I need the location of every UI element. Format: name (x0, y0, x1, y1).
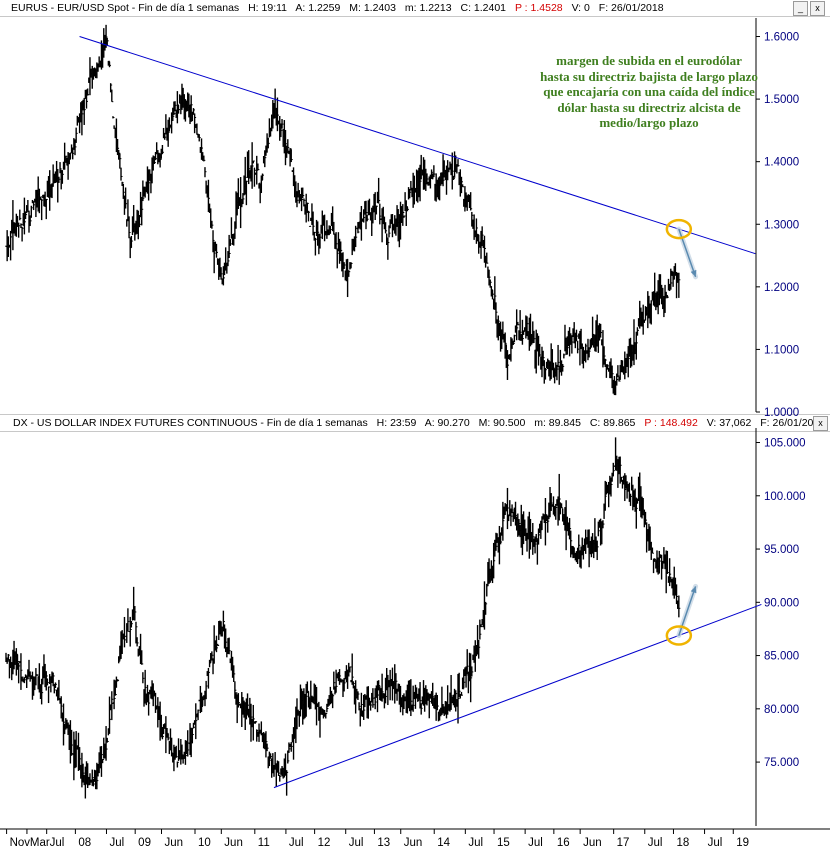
x-tick-label: 10 (198, 837, 211, 849)
dx-y-tick-label: 95.000 (764, 544, 799, 556)
dx-y-tick-label: 85.000 (764, 651, 799, 663)
dx-y-tick-label: 75.000 (764, 757, 799, 769)
bottom-c: C: 89.865 (589, 417, 636, 429)
x-tick-label: Jul (109, 837, 124, 849)
top-minimize-button[interactable]: _ (793, 1, 808, 16)
x-tick-label: 18 (676, 837, 689, 849)
eurusd-y-tick-label: 1.3000 (764, 219, 799, 231)
x-tick-label: 19 (736, 837, 749, 849)
x-tick-label: 17 (617, 837, 630, 849)
bottom-p: P : 148.492 (644, 417, 698, 429)
top-panel-header: EURUS - EUR/USD Spot - Fin de día 1 sema… (0, 0, 830, 17)
x-tick-label: 16 (557, 837, 570, 849)
x-tick-label: Jul (528, 837, 543, 849)
x-tick-label: 12 (318, 837, 331, 849)
eurusd-trendline (79, 36, 756, 255)
x-tick-label: 09 (138, 837, 151, 849)
dx-y-tick-label: 80.000 (764, 704, 799, 716)
x-tick-label: Jun (583, 837, 602, 849)
x-tick-label: 11 (258, 837, 270, 849)
x-tick-label: Jul (648, 837, 663, 849)
x-tick-label: Jul (349, 837, 364, 849)
bottom-close-button[interactable]: x (813, 416, 828, 431)
x-tick-label: Mar (30, 837, 50, 849)
eurusd-y-tick-label: 1.5000 (764, 94, 799, 106)
dx-projection-arrowhead (690, 586, 697, 594)
x-tick-label: 15 (497, 837, 510, 849)
eurusd-y-tick-label: 1.0000 (764, 407, 799, 419)
top-mn: m: 1.2213 (404, 2, 452, 14)
x-tick-label: 08 (78, 837, 91, 849)
eurusd-y-tick-label: 1.4000 (764, 157, 799, 169)
top-a: A: 1.2259 (295, 2, 341, 14)
dx-highlight-circle (665, 625, 693, 646)
x-tick-label: Jul (708, 837, 723, 849)
top-c: C: 1.2401 (460, 2, 507, 14)
x-tick-label: Jun (165, 837, 184, 849)
eurusd-y-tick-label: 1.1000 (764, 344, 799, 356)
top-v: V: 0 (571, 2, 590, 14)
top-h: H: 19:11 (248, 2, 288, 14)
x-tick-label: Jun (224, 837, 243, 849)
x-tick-label: Jul (50, 837, 65, 849)
bottom-h: H: 23:59 (376, 417, 417, 429)
bottom-f: F: 26/01/20 (760, 417, 814, 429)
eurusd-y-tick-label: 1.2000 (764, 282, 799, 294)
x-tick-label: 14 (437, 837, 450, 849)
dx-y-tick-label: 105.000 (764, 438, 806, 450)
bottom-v: V: 37,062 (706, 417, 752, 429)
dollar-index-chart: 105.000 100.000 95.000 90.000 85.000 80.000 75… (5, 428, 806, 826)
x-axis-background (0, 829, 830, 849)
dx-trendline (273, 603, 762, 789)
dx-y-tick-label: 100.000 (764, 491, 806, 503)
eurusd-y-tick-label: 1.6000 (764, 32, 799, 44)
eurusd-projection-arrowhead (690, 269, 697, 277)
bottom-m: M: 90.500 (478, 417, 526, 429)
x-tick-label: Jun (404, 837, 423, 849)
eurusd-highlight-circle (665, 218, 693, 240)
bottom-mn: m: 89.845 (534, 417, 581, 429)
top-f: F: 26/01/2018 (598, 2, 664, 14)
x-tick-label: 13 (377, 837, 390, 849)
top-m: M: 1.2403 (349, 2, 396, 14)
top-close-button[interactable]: x (810, 1, 825, 16)
top-p: P : 1.4528 (514, 2, 563, 14)
top-title: EURUS - EUR/USD Spot - Fin de día 1 sema… (11, 2, 240, 14)
x-tick-label: Jul (289, 837, 304, 849)
x-axis: Nov Mar Jul 08 Jul 09 Jun 10 Jun 11 Jul 12 Jul 13 Jun 1… (0, 828, 830, 849)
eurusd-chart: 1.6000 1.5000 1.4000 1.3000 1.2000 1.1000 1.00… (5, 18, 799, 419)
dx-y-tick-label: 90.000 (764, 597, 799, 609)
bottom-title: DX - US DOLLAR INDEX FUTURES CONTINUOUS … (13, 417, 368, 429)
chart-annotation: margen de subida en el eurodólar hasta s… (540, 53, 758, 130)
bottom-panel-header: DX - US DOLLAR INDEX FUTURES CONTINUOUS … (0, 414, 830, 432)
bottom-a: A: 90.270 (424, 417, 470, 429)
x-tick-label: Jul (468, 837, 483, 849)
x-tick-label: Nov (10, 837, 31, 849)
